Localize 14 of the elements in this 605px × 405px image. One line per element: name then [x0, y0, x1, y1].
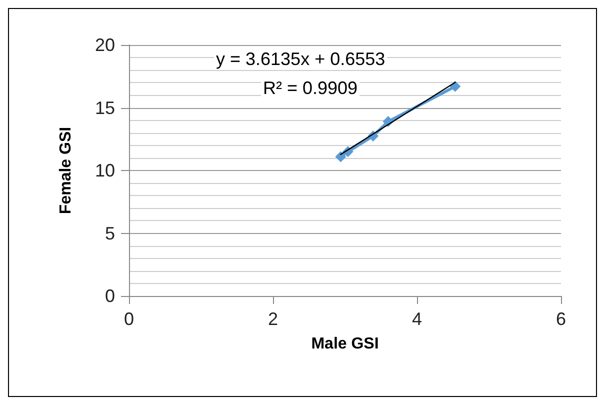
- y-tick-label: 15: [94, 98, 115, 118]
- x-tick-label: 4: [412, 309, 422, 329]
- y-tick-label: 0: [104, 286, 115, 306]
- y-axis-title: Female GSI: [58, 126, 74, 214]
- x-tick-label: 2: [268, 309, 278, 329]
- x-tick-label: 6: [556, 309, 566, 329]
- y-tick-label: 10: [94, 160, 115, 180]
- y-tick-label: 5: [104, 223, 115, 244]
- y-tick-label: 20: [94, 35, 115, 55]
- point: [335, 151, 346, 162]
- annotation: y = 3.6135x + 0.6553: [216, 49, 386, 69]
- annotation: R² = 0.9909: [263, 78, 358, 98]
- x-axis-title: Male GSI: [311, 336, 379, 352]
- x-tick-label: 0: [124, 309, 134, 329]
